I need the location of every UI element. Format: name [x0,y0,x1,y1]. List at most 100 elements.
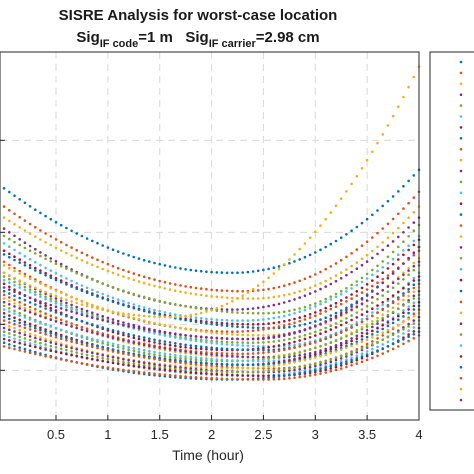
data-point [262,363,265,366]
data-point [241,308,244,311]
data-point [142,351,146,355]
data-point [308,352,312,355]
data-point [132,325,136,329]
data-point [13,319,16,323]
data-point [85,261,89,264]
data-point [96,307,99,310]
data-point [355,323,359,326]
data-point [277,375,281,378]
data-point [350,303,353,307]
data-point [314,364,317,368]
data-point [49,235,53,238]
data-point [179,370,182,373]
data-point [199,371,203,375]
x-tick-label: 2 [208,427,215,442]
data-point [174,374,177,378]
data-point [339,344,343,347]
data-point [142,361,146,365]
data-point [402,249,405,252]
data-point [293,260,296,263]
data-point [402,184,405,188]
data-point [8,263,11,267]
data-point [91,331,94,334]
data-point [65,267,68,270]
data-point [345,273,348,277]
data-point [231,300,234,303]
data-point [39,254,42,258]
data-point [236,359,239,362]
data-point [256,326,260,330]
data-point [127,301,130,305]
data-point [34,350,37,354]
data-point [106,246,110,249]
data-point [314,251,317,254]
data-point [339,360,343,363]
data-point [28,322,32,326]
data-point [345,296,348,299]
data-point [407,335,410,339]
data-point [288,319,291,322]
data-point [85,253,89,257]
data-point [324,300,328,304]
data-point [122,268,125,272]
data-point [122,350,125,354]
data-point [210,348,213,351]
data-point [39,314,42,318]
data-point [267,334,270,337]
data-point [205,352,208,356]
data-point [262,351,265,355]
data-point [293,253,296,256]
data-point [412,261,416,265]
data-point [282,320,286,323]
data-point [39,338,42,341]
data-point [28,332,32,336]
data-point [262,268,265,272]
data-point [277,315,281,319]
data-point [106,327,110,331]
data-point [8,303,11,306]
data-point [412,304,416,308]
data-point [303,358,307,362]
data-point [288,362,291,365]
data-point [199,330,203,333]
data-point [39,336,42,339]
data-point [158,279,161,283]
data-point [329,351,333,355]
data-point [241,370,244,374]
data-point [127,345,130,349]
data-point [282,284,286,288]
data-point [324,347,328,351]
data-point [80,289,84,293]
data-point [111,348,115,352]
legend-marker [459,246,463,249]
data-point [23,274,27,278]
data-point [371,311,374,314]
data-point [324,320,328,323]
data-point [205,294,208,298]
data-point [334,262,338,265]
data-point [251,366,255,370]
data-point [174,367,177,371]
data-point [231,337,234,341]
data-point [329,341,333,345]
data-point [386,350,390,353]
grid-lines [0,52,419,420]
data-point [267,378,270,381]
data-point [282,310,286,314]
data-point [210,370,213,373]
data-point [91,263,94,267]
data-point [355,294,359,298]
data-point [231,325,234,328]
data-point [376,264,379,268]
data-point [85,336,89,339]
data-point [319,312,322,315]
data-point [339,367,343,370]
data-point [319,300,322,303]
data-point [179,290,182,294]
data-point [360,318,364,321]
data-point [8,296,11,299]
data-point [49,217,53,221]
data-point [298,296,302,299]
data-point [122,252,125,255]
data-point [8,310,11,313]
